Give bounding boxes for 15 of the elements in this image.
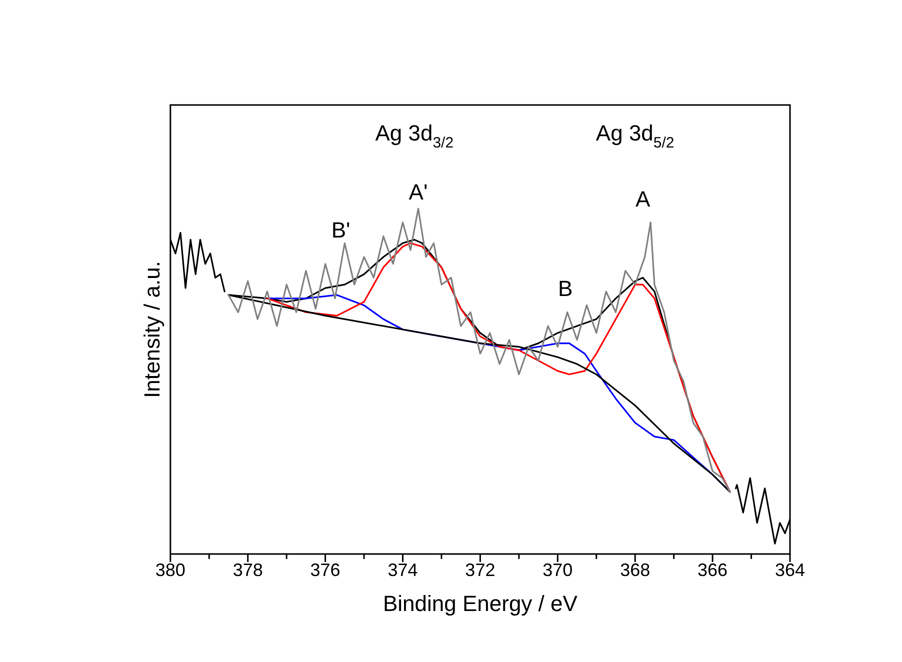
x-axis-title: Binding Energy / eV bbox=[382, 590, 578, 616]
x-tick-label: 376 bbox=[310, 560, 340, 580]
x-tick-label: 370 bbox=[542, 560, 573, 580]
x-tick-label: 374 bbox=[388, 560, 418, 580]
y-axis-title: Intensity / a.u. bbox=[139, 261, 164, 398]
x-tick-label: 366 bbox=[698, 560, 728, 580]
annotation: B bbox=[558, 276, 573, 302]
x-tick-label: 372 bbox=[465, 560, 496, 580]
x-tick-label: 378 bbox=[232, 560, 263, 580]
x-tick-label: 368 bbox=[620, 560, 650, 580]
annotation: A bbox=[636, 186, 651, 212]
x-tick-label: 364 bbox=[774, 560, 806, 580]
text: A' bbox=[408, 179, 428, 204]
annotation: B' bbox=[331, 217, 350, 242]
x-tick-label: 380 bbox=[155, 560, 186, 580]
